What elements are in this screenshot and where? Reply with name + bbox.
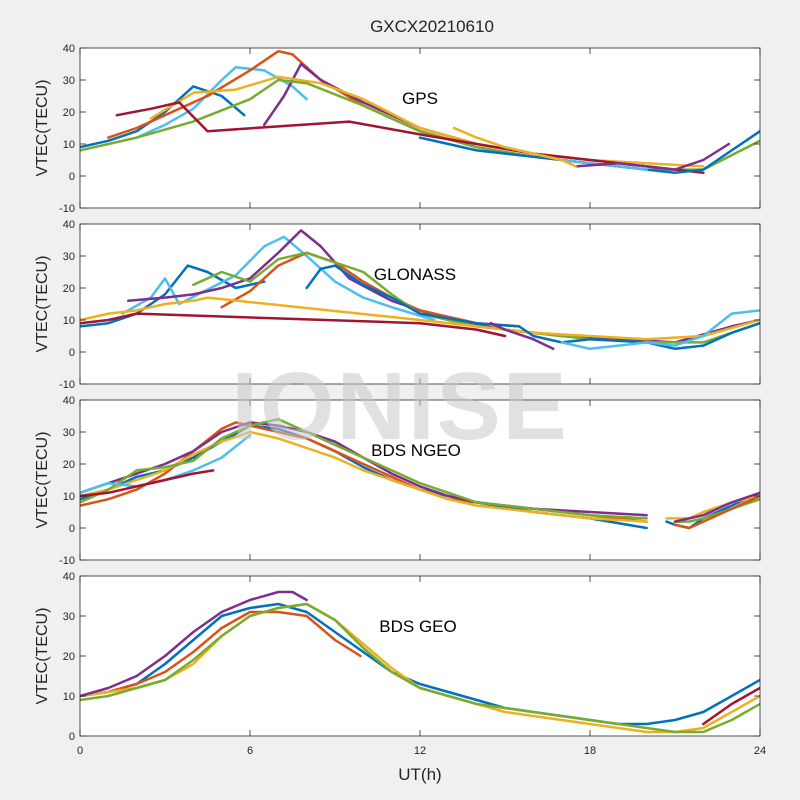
- series-line-6: [80, 469, 215, 498]
- series-line-1: [135, 65, 308, 139]
- series-line-4: [80, 602, 760, 734]
- x-tick-label: 24: [754, 745, 766, 757]
- series-line-3: [220, 251, 521, 328]
- series-group: [80, 590, 760, 734]
- series-line-7: [665, 491, 760, 530]
- subplots: -10 0 10 20 30 40 VTEC(TECU) GPS -10 0 10 20 30 40 VTE…: [34, 43, 766, 757]
- series-line-0: [80, 602, 760, 726]
- series-group: [80, 49, 760, 175]
- y-tick-label: 10: [63, 691, 75, 703]
- y-tick-label: -10: [59, 379, 75, 391]
- y-tick-label: 40: [63, 571, 75, 583]
- y-tick-label: 0: [69, 523, 75, 535]
- y-tick-label: 20: [63, 107, 75, 119]
- y-tick-label: 30: [63, 611, 75, 623]
- subplot-2: -10 0 10 20 30 40 VTEC(TECU) BDS NGEO: [34, 395, 761, 567]
- series-group: [80, 417, 760, 530]
- y-tick-label: 40: [63, 395, 75, 407]
- y-tick-label: 0: [69, 171, 75, 183]
- constellation-label: GLONASS: [374, 265, 456, 284]
- series-line-0: [80, 85, 246, 149]
- plot-area: [80, 576, 760, 736]
- y-axis-label: VTEC(TECU): [34, 256, 51, 353]
- y-tick-label: 40: [63, 219, 75, 231]
- series-line-1: [121, 235, 436, 322]
- series-line-9: [574, 142, 731, 171]
- series-line-5: [702, 686, 760, 726]
- y-tick-label: 20: [63, 459, 75, 471]
- figure-title: GXCX20210610: [370, 17, 494, 36]
- x-tick-label: 12: [414, 745, 426, 757]
- plot-area: [80, 400, 760, 560]
- x-tick-label: 0: [77, 745, 83, 757]
- series-line-10: [452, 126, 578, 168]
- plot-area: [80, 224, 760, 384]
- y-tick-label: 10: [63, 139, 75, 151]
- subplot-0: -10 0 10 20 30 40 VTEC(TECU) GPS: [34, 43, 761, 215]
- constellation-label: BDS GEO: [379, 617, 456, 636]
- series-line-5: [80, 296, 760, 341]
- series-line-10: [673, 494, 760, 530]
- y-tick-label: 10: [63, 491, 75, 503]
- y-tick-label: 30: [63, 427, 75, 439]
- y-axis-label: VTEC(TECU): [34, 432, 51, 529]
- y-tick-label: 20: [63, 651, 75, 663]
- y-tick-label: 20: [63, 283, 75, 295]
- series-line-4: [80, 417, 648, 520]
- x-tick-label: 18: [584, 745, 596, 757]
- y-tick-label: 0: [69, 347, 75, 359]
- series-line-2: [126, 229, 760, 344]
- series-line-6: [115, 101, 705, 175]
- series-line-11: [673, 491, 760, 523]
- constellation-label: BDS NGEO: [371, 441, 461, 460]
- y-axis-label: VTEC(TECU): [34, 80, 51, 177]
- y-tick-label: 30: [63, 75, 75, 87]
- y-axis-label: VTEC(TECU): [34, 608, 51, 705]
- y-tick-label: 10: [63, 315, 75, 327]
- series-group: [80, 229, 760, 351]
- series-line-8: [560, 309, 760, 351]
- y-tick-label: -10: [59, 555, 75, 567]
- subplot-1: -10 0 10 20 30 40 VTEC(TECU) GLONASS: [34, 219, 761, 391]
- series-line-2: [80, 430, 648, 523]
- series-line-7: [305, 264, 760, 351]
- y-tick-label: 30: [63, 251, 75, 263]
- y-tick-label: -10: [59, 203, 75, 215]
- series-line-9: [489, 321, 555, 351]
- series-line-3: [80, 590, 308, 698]
- y-tick-label: 40: [63, 43, 75, 55]
- y-tick-label: 0: [69, 731, 75, 743]
- x-axis-label: UT(h): [398, 765, 441, 784]
- x-tick-label: 6: [247, 745, 253, 757]
- subplot-3: 0 10 20 30 40 0 6 12 18 24 VTEC(TECU) BDS GEO: [34, 571, 766, 757]
- series-line-6: [80, 312, 507, 338]
- series-line-1: [80, 610, 362, 698]
- constellation-label: GPS: [402, 89, 438, 108]
